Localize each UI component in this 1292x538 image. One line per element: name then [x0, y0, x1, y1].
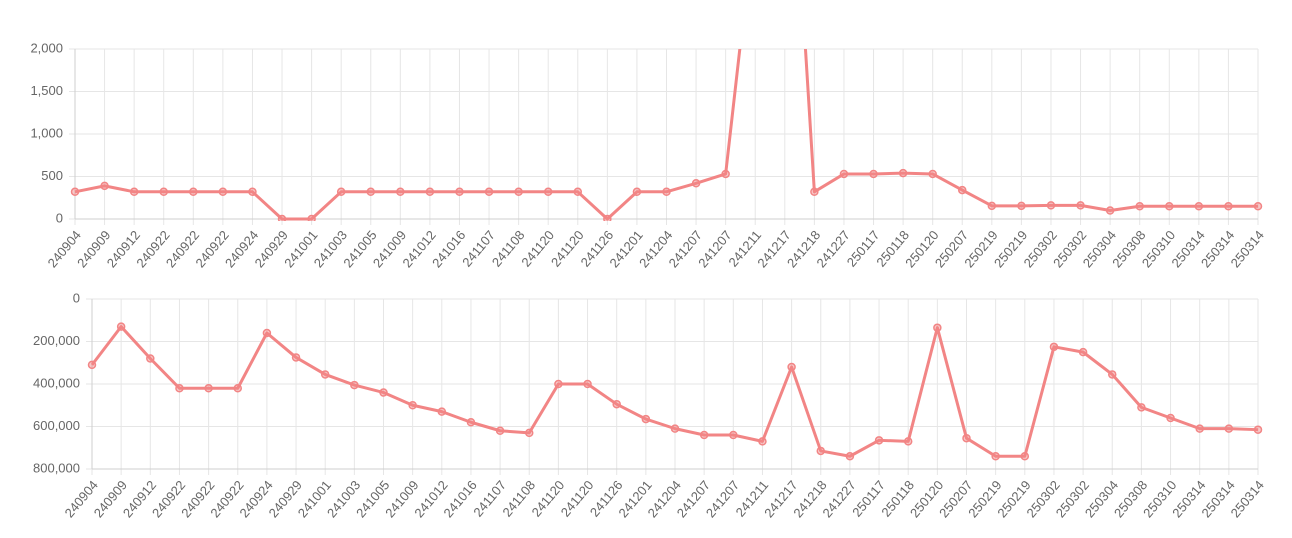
point [146, 354, 155, 363]
y-tick-label: 0 [73, 290, 80, 305]
point [691, 179, 701, 188]
point [100, 181, 109, 191]
point [408, 401, 417, 410]
point [262, 328, 272, 338]
point [1105, 206, 1115, 215]
plot-area [87, 322, 1263, 461]
point [839, 169, 849, 179]
point [320, 370, 330, 379]
point [233, 384, 242, 393]
point [350, 380, 359, 390]
point [495, 426, 505, 435]
point [1078, 347, 1088, 357]
point [991, 452, 1000, 461]
point [514, 187, 523, 197]
y-tick-label: 1,000 [30, 125, 63, 140]
y-tick-label: 200,000 [33, 333, 80, 348]
point [758, 437, 767, 446]
point [1020, 452, 1030, 461]
point [455, 187, 464, 197]
point [1224, 424, 1234, 433]
point [159, 187, 168, 197]
point [525, 428, 534, 438]
y-tick-label: 400,000 [33, 375, 80, 390]
point [1046, 201, 1056, 210]
y-tick-label: 800,000 [33, 460, 80, 475]
point [721, 169, 730, 179]
point [787, 362, 796, 372]
point [291, 353, 301, 362]
point [466, 418, 476, 427]
point [87, 360, 97, 370]
point [603, 214, 612, 221]
point [1017, 201, 1026, 211]
point [958, 185, 967, 195]
point [248, 187, 257, 197]
point [379, 388, 388, 397]
point [699, 430, 709, 440]
point [1253, 425, 1263, 434]
point [554, 379, 563, 389]
point [670, 424, 680, 433]
point [641, 414, 651, 424]
point [928, 169, 937, 179]
point [662, 187, 671, 197]
point [962, 433, 971, 443]
point [307, 214, 316, 221]
y-tick-label: 1,500 [30, 83, 63, 98]
point [437, 407, 447, 416]
point [1166, 413, 1175, 423]
point [70, 187, 80, 197]
point [175, 384, 184, 393]
point [874, 436, 884, 445]
point [189, 187, 198, 197]
line [74, 49, 1258, 221]
point [1194, 202, 1204, 211]
y-tick-label: 600,000 [33, 418, 80, 433]
point [1135, 202, 1144, 211]
point [1253, 202, 1263, 211]
point [116, 322, 126, 331]
point [816, 446, 825, 456]
point [1076, 201, 1085, 210]
y-tick-label: 500 [41, 168, 63, 183]
line [90, 325, 1259, 458]
point [632, 187, 642, 197]
point [845, 452, 855, 461]
point [1137, 403, 1146, 412]
point [1195, 424, 1204, 433]
point [810, 187, 819, 197]
plot-area [70, 49, 1263, 221]
point [218, 187, 228, 197]
point [1049, 342, 1059, 352]
point [396, 187, 405, 197]
point [1165, 202, 1174, 211]
point [425, 187, 435, 197]
point [898, 168, 908, 178]
point [1224, 202, 1233, 211]
point [583, 379, 592, 389]
point [484, 187, 494, 197]
point [543, 187, 553, 197]
point [729, 430, 738, 440]
point [869, 169, 878, 179]
point [573, 187, 583, 197]
point [987, 201, 997, 211]
point [277, 214, 287, 221]
point [612, 399, 621, 409]
point [1108, 370, 1117, 379]
point [129, 187, 139, 197]
point [933, 323, 942, 332]
point [366, 187, 375, 197]
point [336, 187, 346, 197]
point [204, 384, 213, 393]
y-tick-label: 0 [56, 210, 63, 225]
point [903, 437, 913, 446]
y-tick-label: 2,000 [30, 40, 63, 55]
